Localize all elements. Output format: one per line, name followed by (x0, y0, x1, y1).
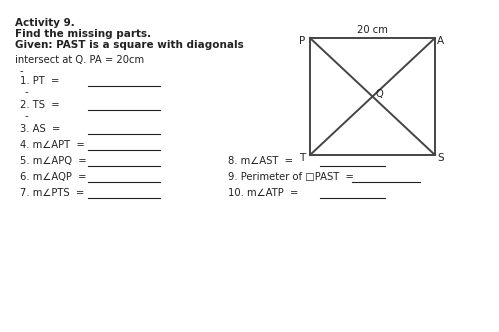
Text: P: P (299, 36, 305, 46)
Text: 7. m∠PTS  =: 7. m∠PTS = (20, 188, 84, 198)
Text: 2. TS  =: 2. TS = (20, 100, 59, 110)
Text: 4. m∠APT  =: 4. m∠APT = (20, 140, 85, 150)
Text: 5. m∠APQ  =: 5. m∠APQ = (20, 156, 87, 166)
Text: -: - (20, 66, 23, 76)
Text: 9. Perimeter of □PAST  =: 9. Perimeter of □PAST = (228, 172, 354, 182)
Text: 20 cm: 20 cm (357, 25, 388, 35)
Text: S: S (437, 153, 444, 163)
Text: 10. m∠ATP  =: 10. m∠ATP = (228, 188, 298, 198)
Text: intersect at Q. PA = 20cm: intersect at Q. PA = 20cm (15, 55, 144, 65)
Text: A: A (437, 36, 444, 46)
Text: -: - (25, 111, 28, 121)
Text: 1. PT  =: 1. PT = (20, 76, 59, 86)
Text: T: T (299, 153, 305, 163)
Text: Activity 9.: Activity 9. (15, 18, 75, 28)
Text: Given: PAST is a square with diagonals: Given: PAST is a square with diagonals (15, 40, 244, 50)
Text: 6. m∠AQP  =: 6. m∠AQP = (20, 172, 86, 182)
Text: Find the missing parts.: Find the missing parts. (15, 29, 151, 39)
Text: Q: Q (376, 89, 383, 99)
Text: 8. m∠AST  =: 8. m∠AST = (228, 156, 293, 166)
Text: 3. AS  =: 3. AS = (20, 124, 60, 134)
Text: -: - (25, 87, 28, 97)
